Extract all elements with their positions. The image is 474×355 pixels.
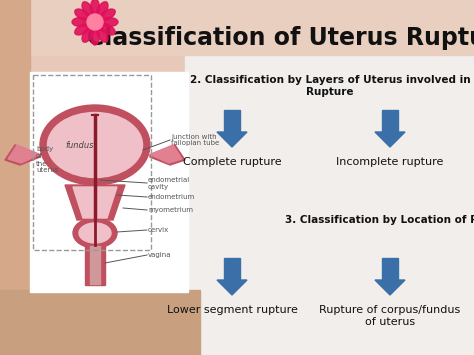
Ellipse shape [91, 27, 100, 45]
Text: Classification of Uterus Rupture: Classification of Uterus Rupture [87, 26, 474, 50]
Polygon shape [375, 132, 405, 147]
Bar [0, 0, 474, 55]
Bar [30, 72, 188, 292]
Text: endometrial
cavity: endometrial cavity [148, 176, 190, 190]
Bar [382, 258, 398, 280]
Ellipse shape [96, 2, 108, 18]
Ellipse shape [47, 113, 143, 178]
Ellipse shape [82, 26, 94, 42]
Text: Rupture of corpus/fundus
of uterus: Rupture of corpus/fundus of uterus [319, 305, 461, 327]
Polygon shape [65, 185, 125, 220]
Polygon shape [73, 187, 117, 218]
Bar [0, 0, 30, 355]
Polygon shape [217, 280, 247, 295]
Circle shape [87, 14, 103, 30]
Text: 2. Classification by Layers of Uterus involved in
Rupture: 2. Classification by Layers of Uterus in… [190, 75, 470, 97]
Polygon shape [150, 145, 185, 165]
Text: cervix: cervix [148, 227, 169, 233]
Ellipse shape [91, 0, 100, 17]
Text: Complete rupture: Complete rupture [182, 157, 281, 167]
Text: body
of
the
uterus: body of the uterus [36, 147, 58, 174]
Text: 3. Classification by Location of Rupture: 3. Classification by Location of Rupture [285, 215, 474, 225]
Polygon shape [375, 280, 405, 295]
Polygon shape [8, 145, 39, 163]
Ellipse shape [82, 2, 94, 18]
Ellipse shape [100, 17, 118, 27]
Bar [382, 110, 398, 132]
Ellipse shape [79, 223, 111, 243]
Text: fundus: fundus [66, 141, 94, 149]
Ellipse shape [72, 17, 90, 27]
Ellipse shape [40, 105, 150, 185]
Polygon shape [217, 132, 247, 147]
Ellipse shape [99, 23, 115, 35]
Bar [90, 246, 100, 284]
Bar [0, 290, 200, 355]
Ellipse shape [73, 218, 117, 248]
Text: Incomplete rupture: Incomplete rupture [337, 157, 444, 167]
Text: Lower segment rupture: Lower segment rupture [166, 305, 298, 315]
Bar [185, 55, 474, 355]
Polygon shape [5, 145, 40, 165]
Text: endometrium: endometrium [148, 194, 195, 200]
Bar [85, 245, 105, 285]
Bar [33, 75, 151, 250]
Text: myometrium: myometrium [148, 207, 193, 213]
Ellipse shape [99, 9, 115, 21]
Bar [224, 258, 240, 280]
Bar [224, 110, 240, 132]
Text: junction with
fallopian tube: junction with fallopian tube [171, 133, 219, 147]
Text: vagina: vagina [148, 252, 172, 258]
Ellipse shape [96, 26, 108, 42]
Ellipse shape [75, 9, 91, 21]
Polygon shape [151, 145, 182, 163]
Ellipse shape [75, 23, 91, 35]
